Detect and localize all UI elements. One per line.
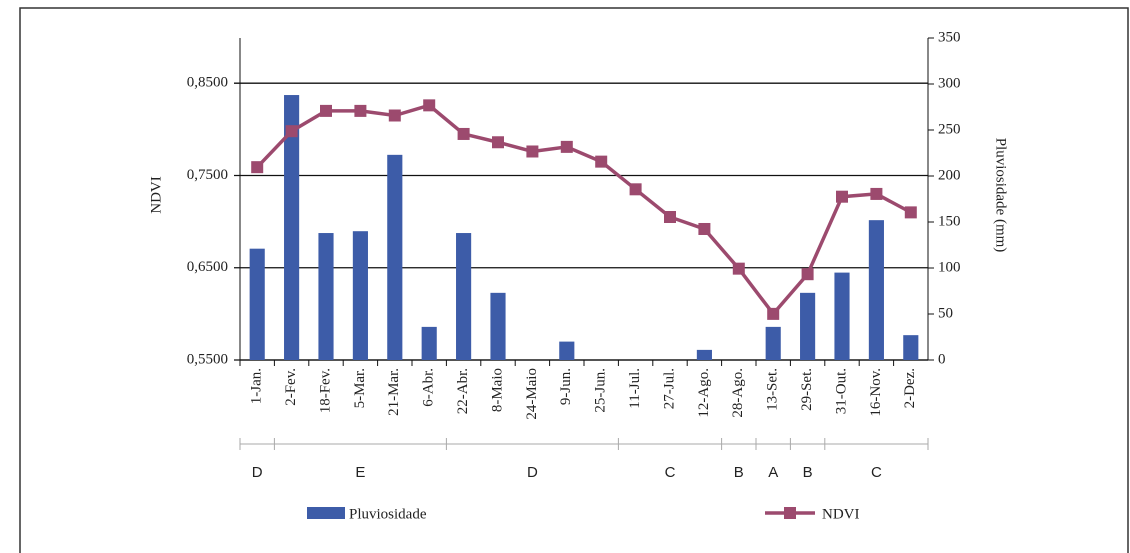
- x-tick-label: 8-Maio: [489, 368, 505, 412]
- marker: [354, 104, 367, 117]
- x-tick-label: 24-Maio: [524, 368, 540, 420]
- bar: [421, 326, 437, 360]
- y2-tick-label: 0: [938, 351, 946, 367]
- x-tick-label: 22-Abr.: [455, 368, 471, 414]
- bar: [834, 272, 850, 360]
- marker: [767, 307, 780, 320]
- marker: [904, 206, 917, 219]
- x-tick-label: 21-Mar.: [386, 368, 402, 416]
- bar: [490, 292, 506, 360]
- bar: [868, 220, 884, 360]
- y2-tick-label: 300: [938, 75, 961, 91]
- marker: [870, 187, 883, 200]
- legend-label: Pluviosidade: [349, 506, 427, 522]
- marker: [492, 136, 504, 149]
- zone-label: E: [355, 464, 365, 481]
- x-tick-label: 5-Mar.: [352, 368, 368, 408]
- frame: [19, 7, 1129, 553]
- marker: [251, 161, 264, 174]
- x-tick-label: 1-Jan.: [249, 368, 265, 404]
- zone-label: A: [768, 464, 778, 481]
- zone-label: C: [665, 464, 676, 481]
- marker: [320, 104, 332, 117]
- y2-tick-label: 200: [938, 167, 961, 183]
- zone-label: D: [252, 464, 263, 481]
- bar: [387, 154, 403, 360]
- x-tick-label: 2-Dez.: [902, 368, 918, 408]
- marker: [526, 145, 539, 158]
- y2-tick-label: 100: [938, 259, 961, 275]
- y-tick-label: 0,6500: [187, 259, 228, 275]
- zone-label: D: [527, 464, 538, 481]
- y2-tick-label: 150: [938, 213, 961, 229]
- x-tick-label: 9-Jun.: [558, 368, 574, 405]
- bar: [903, 335, 919, 360]
- x-tick-label: 11-Jul.: [627, 368, 643, 409]
- zone-label: B: [803, 464, 813, 481]
- bar: [696, 349, 712, 360]
- bar: [318, 233, 334, 360]
- marker: [629, 183, 642, 196]
- marker: [698, 222, 711, 235]
- marker: [836, 190, 848, 203]
- legend-label: NDVI: [822, 506, 860, 522]
- marker: [388, 109, 401, 122]
- x-tick-label: 6-Abr.: [421, 368, 437, 407]
- marker: [285, 125, 298, 138]
- y2-tick-label: 350: [938, 29, 961, 45]
- zone-label: C: [871, 464, 882, 481]
- zone-label: B: [734, 464, 744, 481]
- y2-tick-label: 50: [938, 305, 953, 321]
- y2-tick-label: 250: [938, 121, 961, 137]
- bar: [456, 233, 472, 360]
- x-tick-label: 28-Ago.: [730, 368, 746, 418]
- legend-swatch: [784, 507, 796, 519]
- x-tick-label: 16-Nov.: [868, 368, 884, 417]
- marker: [595, 155, 608, 168]
- x-tick-label: 12-Ago.: [696, 368, 712, 418]
- x-tick-label: 2-Fev.: [283, 368, 299, 406]
- x-tick-label: 27-Jul.: [661, 368, 677, 409]
- bar: [284, 95, 300, 360]
- marker: [664, 210, 676, 223]
- bar: [249, 248, 265, 360]
- x-tick-label: 29-Set.: [799, 368, 815, 411]
- y-axis-title: NDVI: [148, 176, 164, 214]
- legend-swatch: [307, 507, 345, 519]
- x-tick-label: 25-Jun.: [593, 368, 609, 413]
- marker: [732, 262, 745, 275]
- bar: [352, 231, 368, 360]
- marker: [457, 127, 470, 140]
- y2-axis-title: Pluviosidade (mm): [993, 138, 1009, 253]
- bar: [559, 341, 575, 360]
- bar: [765, 326, 781, 360]
- y-tick-label: 0,5500: [187, 351, 228, 367]
- y-tick-label: 0,8500: [187, 75, 228, 91]
- marker: [560, 140, 573, 153]
- y-tick-label: 0,7500: [187, 167, 228, 183]
- bar: [800, 292, 816, 360]
- x-tick-label: 31-Out.: [833, 368, 849, 414]
- x-tick-label: 18-Fev.: [317, 368, 333, 413]
- x-tick-label: 13-Set.: [765, 368, 781, 411]
- marker: [801, 268, 814, 281]
- marker: [423, 99, 436, 112]
